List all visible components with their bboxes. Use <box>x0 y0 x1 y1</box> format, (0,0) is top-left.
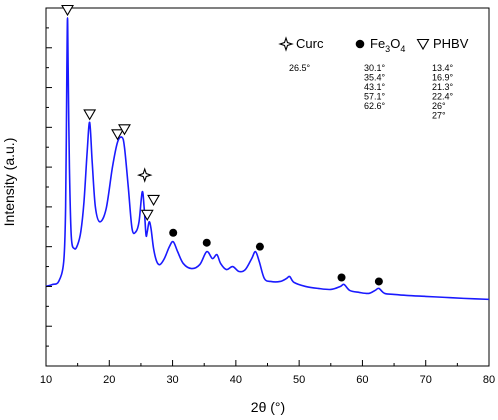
phbv-peak-marker <box>61 4 74 17</box>
x-tick-label: 50 <box>293 374 305 386</box>
legend-circle-icon <box>355 39 365 49</box>
legend-label: Fe3O4 <box>370 36 405 54</box>
legend-value: 43.1° <box>364 82 386 92</box>
legend-label: Curc <box>296 36 324 51</box>
legend: Curc 26.5° Fe3O4 30.1°35.4°43.1°57.1°62.6° P… <box>278 36 469 121</box>
plot-frame <box>45 7 490 367</box>
fe3o4-peak-marker <box>255 242 264 251</box>
x-tick-label: 20 <box>103 374 115 386</box>
phbv-peak-marker <box>147 194 161 207</box>
legend-value: 62.6° <box>364 101 386 111</box>
legend-value: 21.3° <box>432 82 454 92</box>
fe3o4-peak-marker <box>202 238 211 247</box>
legend-value: 30.1° <box>364 63 386 73</box>
x-tick-label: 70 <box>420 374 432 386</box>
fe3o4-peak-marker <box>337 273 346 282</box>
legend-value: 35.4° <box>364 73 386 83</box>
legend-value: 16.9° <box>432 73 454 83</box>
phbv-peak-marker <box>83 109 97 121</box>
legend-value: 26° <box>432 101 446 111</box>
x-tick-label: 10 <box>40 374 52 386</box>
y-axis-title: Intensity (a.u.) <box>1 138 17 227</box>
legend-label: PHBV <box>433 36 469 51</box>
x-axis: 10 20 30 40 50 60 70 80 <box>40 360 495 386</box>
x-tick-label: 60 <box>356 374 368 386</box>
legend-triangle-icon <box>416 38 430 51</box>
y-axis <box>46 7 52 367</box>
legend-value: 57.1° <box>364 92 386 102</box>
phbv-peak-marker <box>111 129 124 141</box>
fe3o4-peak-marker <box>169 228 178 237</box>
curc-peak-marker <box>136 167 153 183</box>
phbv-peak-marker <box>140 209 154 221</box>
x-tick-label: 80 <box>483 374 495 386</box>
x-tick-label: 40 <box>230 374 242 386</box>
xrd-pattern-line <box>45 17 490 301</box>
phbv-peak-marker <box>118 124 131 136</box>
x-axis-title: 2θ (°) <box>251 399 285 415</box>
fe3o4-peak-marker <box>374 277 383 286</box>
plot-area <box>45 4 490 367</box>
legend-value: 27° <box>432 111 446 121</box>
legend-value: 13.4° <box>432 63 454 73</box>
legend-value: 26.5° <box>289 63 311 73</box>
legend-star-icon <box>278 36 294 52</box>
legend-value: 22.4° <box>432 92 454 102</box>
x-tick-label: 30 <box>166 374 178 386</box>
